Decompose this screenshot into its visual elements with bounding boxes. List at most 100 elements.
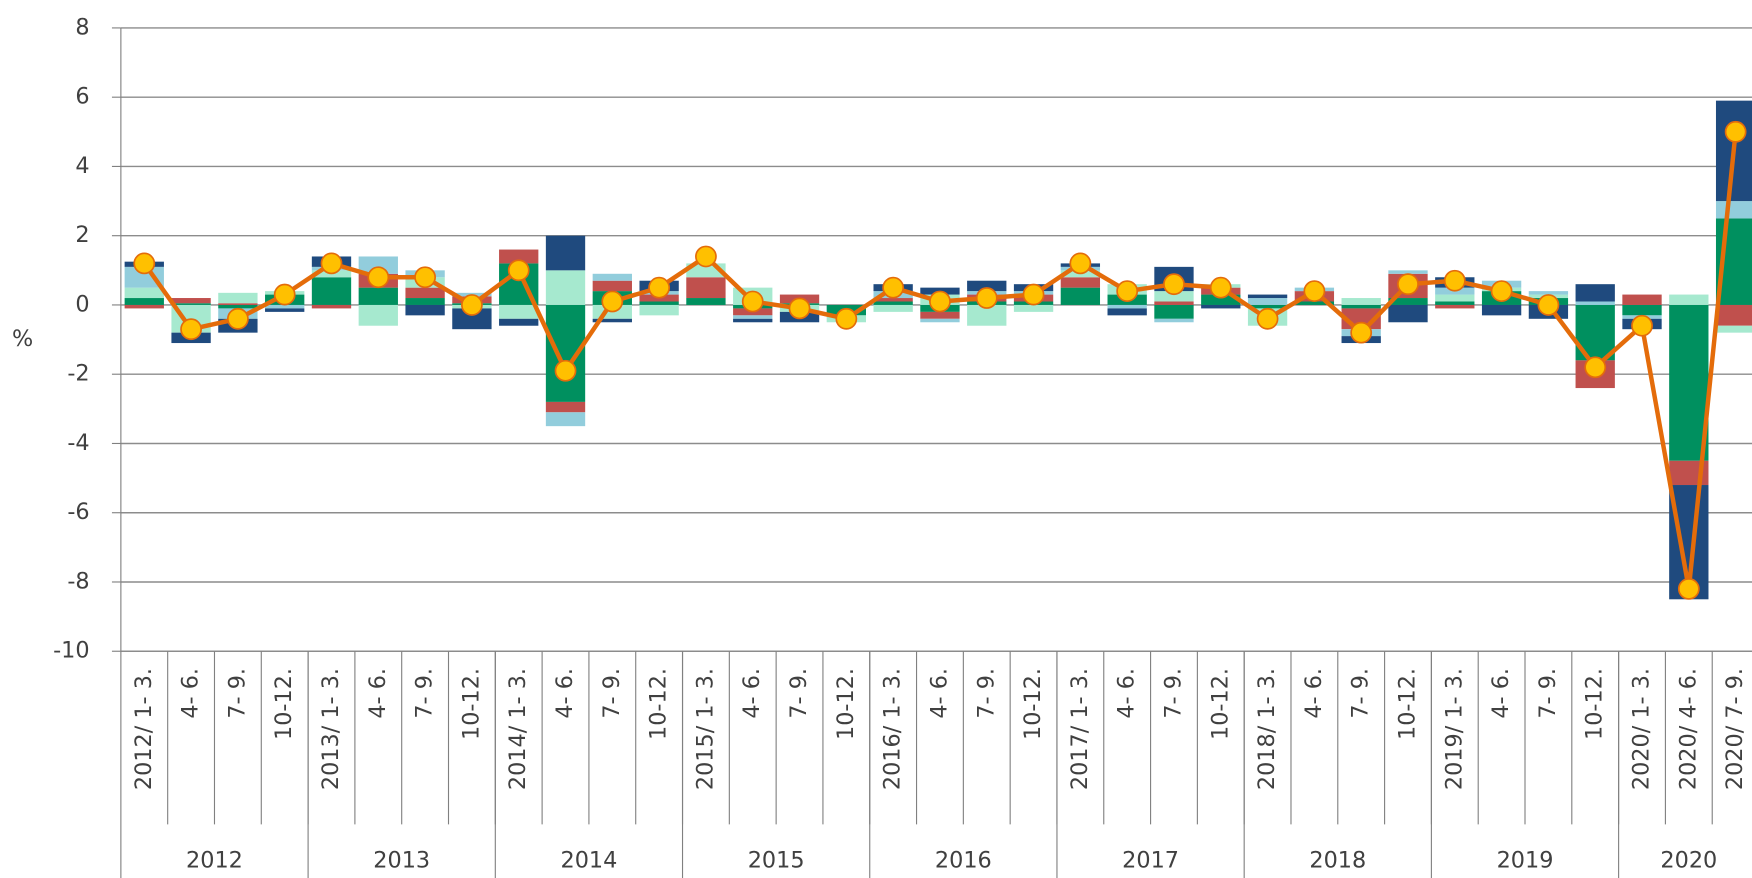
bar-segment bbox=[1247, 304, 1288, 309]
x-tick-label: 2020/ 1- 3. bbox=[1629, 668, 1655, 790]
x-tick-label: 7- 9. bbox=[1348, 668, 1374, 719]
bar-segment bbox=[1528, 291, 1569, 295]
line-marker bbox=[975, 287, 998, 309]
bar-segment bbox=[1341, 304, 1381, 309]
bar-segment bbox=[545, 270, 586, 305]
bar-segment bbox=[920, 311, 960, 319]
x-tick-label: 10-12. bbox=[1394, 668, 1420, 740]
bar-segment bbox=[218, 292, 258, 304]
line-marker bbox=[1350, 321, 1373, 344]
bar-segment bbox=[358, 256, 398, 274]
bar-segment bbox=[218, 304, 258, 309]
line-marker bbox=[1677, 578, 1700, 600]
x-tick-label: 7- 9. bbox=[1535, 668, 1561, 719]
y-tick-label: 8 bbox=[75, 14, 89, 40]
x-tick-label: 2012/ 1- 3. bbox=[131, 668, 157, 790]
bar-segment bbox=[1341, 298, 1381, 305]
bar-segment bbox=[733, 315, 773, 319]
bar-segment bbox=[545, 401, 586, 413]
bar-segment bbox=[1622, 304, 1662, 316]
line-marker bbox=[882, 276, 905, 299]
bar-segment bbox=[1247, 298, 1288, 305]
line-marker bbox=[507, 259, 530, 282]
x-tick-label: 10-12. bbox=[1207, 668, 1233, 740]
bar-segment bbox=[311, 304, 352, 309]
line-marker bbox=[1397, 273, 1419, 296]
bar-segment bbox=[1622, 294, 1662, 305]
y-tick-label: 6 bbox=[75, 84, 89, 110]
line-marker bbox=[461, 294, 483, 316]
line-marker bbox=[1022, 283, 1045, 306]
bar-segment bbox=[358, 287, 398, 305]
bar-segment bbox=[1060, 277, 1101, 288]
line-marker bbox=[1724, 120, 1747, 143]
group-label: 2012 bbox=[186, 848, 243, 874]
y-tick-label: -2 bbox=[67, 361, 89, 387]
y-tick-label: 2 bbox=[75, 222, 89, 248]
bar-segment bbox=[1388, 304, 1428, 323]
bar-segment bbox=[1715, 325, 1752, 333]
x-tick-label: 10-12. bbox=[1582, 668, 1608, 740]
x-tick-label: 7- 9. bbox=[973, 668, 999, 719]
x-tick-label: 4- 6. bbox=[178, 668, 204, 719]
bar-segment bbox=[124, 304, 164, 309]
x-tick-label: 10-12. bbox=[646, 668, 672, 740]
line-marker bbox=[648, 276, 671, 299]
bar-segment bbox=[592, 318, 632, 323]
line-marker bbox=[273, 283, 296, 306]
bar-segment bbox=[1154, 301, 1194, 305]
line-marker bbox=[601, 290, 624, 313]
line-marker bbox=[1069, 252, 1092, 275]
x-tick-label: 10-12. bbox=[271, 668, 297, 740]
x-tick-label: 2014/ 1- 3. bbox=[505, 668, 531, 790]
bar-segment bbox=[1107, 304, 1147, 309]
bar-segment bbox=[1669, 304, 1709, 461]
x-tick-label: 4- 6. bbox=[739, 668, 765, 719]
x-tick-label: 4- 6. bbox=[365, 668, 391, 719]
bar-segment bbox=[405, 298, 445, 305]
line bbox=[142, 131, 1738, 592]
x-tick-label: 4- 6. bbox=[552, 668, 578, 719]
bar-segment bbox=[311, 277, 352, 305]
bar-segment bbox=[639, 304, 679, 316]
x-tick-label: 2018/ 1- 3. bbox=[1254, 668, 1280, 790]
group-label: 2016 bbox=[935, 848, 992, 874]
y-tick-label: -10 bbox=[53, 638, 89, 664]
line-marker bbox=[367, 266, 390, 289]
line-marker bbox=[929, 290, 951, 313]
bar-segment bbox=[1435, 294, 1475, 302]
y-tick-label: -6 bbox=[67, 499, 89, 525]
line-marker bbox=[1303, 280, 1326, 302]
line-marker bbox=[133, 252, 156, 275]
x-tick-label: 2013/ 1- 3. bbox=[318, 668, 344, 790]
line-marker bbox=[1584, 356, 1607, 379]
group-label: 2015 bbox=[748, 848, 805, 874]
bar-segment bbox=[405, 287, 445, 299]
group-label: 2018 bbox=[1309, 848, 1366, 874]
bar-segment bbox=[499, 318, 539, 326]
bar-segment bbox=[358, 304, 398, 326]
bar-segment bbox=[1388, 270, 1428, 274]
line-marker bbox=[226, 307, 249, 330]
y-axis-label: % bbox=[12, 326, 33, 352]
line-marker bbox=[1116, 280, 1139, 302]
bar-segment bbox=[499, 249, 539, 264]
bar-segment bbox=[873, 304, 913, 312]
bar-segment bbox=[686, 298, 726, 305]
line-marker bbox=[1163, 273, 1185, 296]
bar-segment bbox=[1388, 298, 1428, 305]
bar-segment bbox=[1247, 294, 1288, 299]
bar-segment bbox=[733, 318, 773, 323]
bar-segment bbox=[1013, 304, 1054, 312]
bar-segment bbox=[265, 308, 305, 312]
bar-segment bbox=[967, 304, 1007, 326]
y-tick-label: 4 bbox=[75, 153, 89, 179]
line-marker bbox=[695, 245, 717, 268]
line-marker bbox=[320, 252, 343, 275]
group-label: 2013 bbox=[373, 848, 430, 874]
x-tick-label: 2017/ 1- 3. bbox=[1067, 668, 1093, 790]
x-tick-label: 2016/ 1- 3. bbox=[880, 668, 906, 790]
bar-segment bbox=[1575, 301, 1615, 305]
bar-segment bbox=[1575, 284, 1615, 302]
bar-segment bbox=[124, 266, 164, 288]
